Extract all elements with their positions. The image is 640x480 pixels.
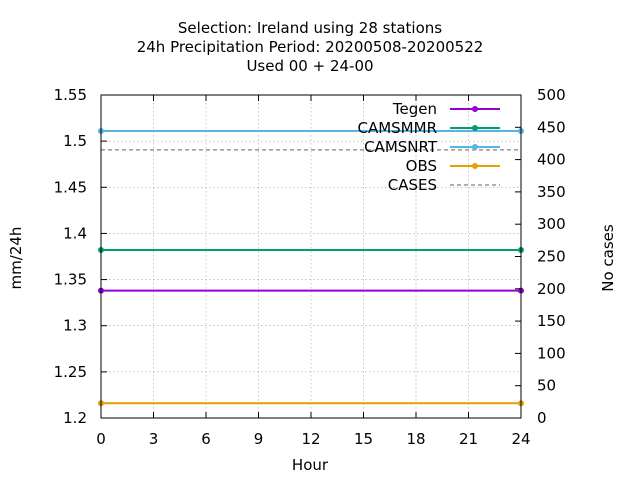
x-axis-label: Hour [292, 456, 329, 474]
legend-label-camsnrt: CAMSNRT [364, 138, 438, 156]
y2-tick-label: 250 [537, 248, 566, 266]
legend-marker-camsnrt [472, 144, 478, 150]
axis-ticks: 0 3 6 9 12 15 18 21 24 1.2 1.25 1.3 1.35 1.4 1.45 1.5 1.… [54, 86, 566, 448]
chart-title-line-3: Used 00 + 24-00 [246, 57, 373, 75]
y2-tick-label: 350 [537, 183, 566, 201]
chart-title-line-2: 24h Precipitation Period: 20200508-20200… [137, 38, 484, 56]
x-tick-label: 12 [301, 430, 320, 448]
legend-label-camsmmr: CAMSMMR [357, 119, 437, 137]
legend-label-cases: CASES [388, 176, 437, 194]
y-tick-label: 1.3 [63, 317, 87, 335]
legend-marker-obs [472, 163, 478, 169]
y2-axis-label: No cases [599, 224, 617, 292]
y-tick-label: 1.35 [54, 271, 87, 289]
legend-marker-tegen [472, 106, 478, 112]
x-tick-label: 0 [96, 430, 106, 448]
x-tick-label: 18 [406, 430, 425, 448]
chart-title: Selection: Ireland using 28 stations 24h… [137, 19, 484, 75]
y2-tick-label: 50 [537, 377, 556, 395]
grid [101, 95, 521, 418]
legend-label-tegen: Tegen [392, 100, 437, 118]
y2-tick-label: 0 [537, 409, 547, 427]
y2-tick-label: 100 [537, 344, 566, 362]
y-tick-label: 1.5 [63, 132, 87, 150]
y-tick-label: 1.4 [63, 224, 87, 242]
y2-tick-label: 500 [537, 86, 566, 104]
x-tick-label: 3 [149, 430, 159, 448]
y-tick-label: 1.45 [54, 178, 87, 196]
y2-tick-label: 200 [537, 280, 566, 298]
x-tick-label: 21 [459, 430, 478, 448]
y-axis-label: mm/24h [7, 227, 25, 290]
x-tick-label: 6 [201, 430, 211, 448]
chart-title-line-1: Selection: Ireland using 28 stations [178, 19, 442, 37]
y2-tick-label: 450 [537, 118, 566, 136]
legend-marker-camsmmr [472, 125, 478, 131]
y2-tick-label: 150 [537, 312, 566, 330]
plot-series [98, 127, 524, 407]
x-tick-label: 9 [254, 430, 264, 448]
x-tick-label: 24 [511, 430, 530, 448]
legend-label-obs: OBS [406, 157, 437, 175]
y-tick-label: 1.25 [54, 363, 87, 381]
y-tick-label: 1.2 [63, 409, 87, 427]
y2-tick-label: 300 [537, 215, 566, 233]
x-tick-label: 15 [354, 430, 373, 448]
y2-tick-label: 400 [537, 151, 566, 169]
y-tick-label: 1.55 [54, 86, 87, 104]
